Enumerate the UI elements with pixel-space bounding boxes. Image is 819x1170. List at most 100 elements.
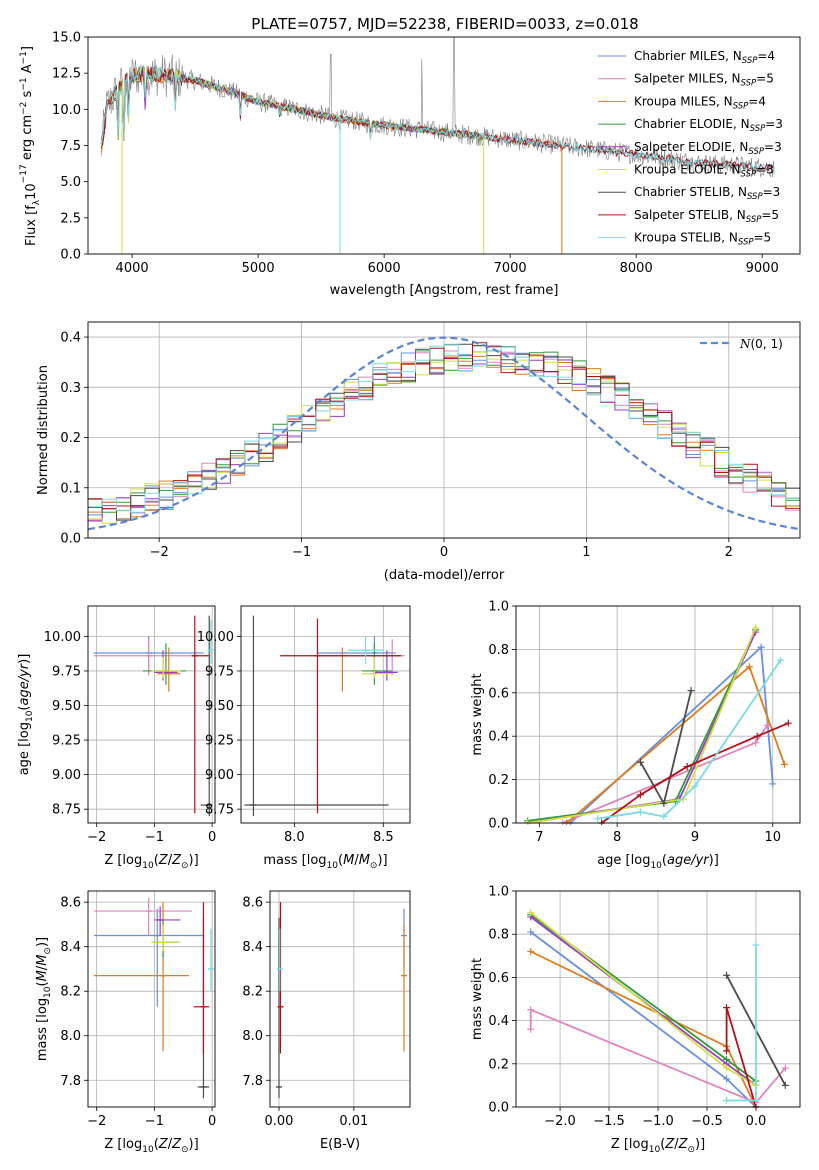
y-tick-label: 15.0 xyxy=(52,31,81,46)
model-spectrum xyxy=(100,67,483,146)
y-tick-label: 8.4 xyxy=(242,940,263,955)
z-age-points xyxy=(93,615,214,817)
x-tick-label: 10 xyxy=(764,830,781,845)
model-spectrum xyxy=(100,64,775,172)
y-tick-label: 0.0 xyxy=(60,532,81,547)
plus-marker xyxy=(777,656,785,664)
y-tick-label: 8.4 xyxy=(60,940,81,955)
x-tick-label: −1 xyxy=(292,545,311,560)
plus-marker xyxy=(660,799,668,807)
plus-marker xyxy=(527,909,535,917)
weight-series xyxy=(529,1008,786,1104)
plus-marker xyxy=(636,758,644,766)
y-tick-label: 5.0 xyxy=(60,175,81,190)
plus-marker xyxy=(723,971,731,979)
x-tick-label: 9 xyxy=(691,830,699,845)
y-tick-label: 1.0 xyxy=(488,600,509,615)
y-tick-label: 9.25 xyxy=(205,734,234,749)
x-tick-label: 0.00 xyxy=(265,1114,294,1129)
y-tick-label: 0.2 xyxy=(488,1057,509,1072)
plus-marker xyxy=(752,739,760,747)
x-tick-label: 7000 xyxy=(494,261,527,276)
x-tick-label: 0.0 xyxy=(746,1114,767,1129)
plus-marker xyxy=(527,947,535,955)
plus-marker xyxy=(723,1097,731,1105)
y-tick-label: 8.2 xyxy=(60,985,81,1000)
x-tick-label: −0.5 xyxy=(691,1114,723,1129)
y-axis-label: Normed distribution xyxy=(36,365,51,495)
legend-label: Salpeter STELIB, NSSP=5 xyxy=(634,208,779,225)
axes-frame xyxy=(87,321,801,539)
y-tick-label: 8.0 xyxy=(242,1029,263,1044)
plus-marker xyxy=(594,815,602,823)
x-axis-label: Z [log10(Z/Z⊙)] xyxy=(611,1137,705,1155)
x-tick-label: 1 xyxy=(582,545,590,560)
mass-age-points xyxy=(244,615,405,817)
plus-marker xyxy=(687,687,695,695)
ebv-mass-points xyxy=(275,902,408,1099)
normal-curve xyxy=(88,336,800,531)
x-axis-label: (data-model)/error xyxy=(384,568,505,583)
axes-frame xyxy=(240,605,411,824)
plus-marker xyxy=(723,1075,731,1083)
x-tick-label: 2 xyxy=(725,545,733,560)
plus-marker xyxy=(636,791,644,799)
y-tick-label: 0.2 xyxy=(60,431,81,446)
residual-histograms xyxy=(88,336,800,531)
legend-label: Chabrier MILES, NSSP=4 xyxy=(634,49,775,66)
x-tick-label: 8.5 xyxy=(373,830,394,845)
x-axis-label: age [log10(age/yr)] xyxy=(597,853,719,871)
y-tick-label: 0.4 xyxy=(488,730,509,745)
y-tick-label: 0.0 xyxy=(488,1101,509,1116)
x-tick-label: −2.0 xyxy=(544,1114,576,1129)
plus-marker xyxy=(723,1064,731,1072)
axes-frame xyxy=(87,605,216,824)
x-axis-label: E(B-V) xyxy=(320,1137,360,1152)
z-age-axes: −2 −1 0 8.75 9.00 9.25 9.50 9.75 10.00 xyxy=(44,606,216,845)
mass-age-axes: 8.0 8.5 8.75 9.00 9.25 9.50 9.75 10.00 xyxy=(197,606,410,845)
y-tick-label: 8.0 xyxy=(60,1029,81,1044)
y-tick-label: 8.75 xyxy=(52,803,81,818)
y-tick-label: 0.8 xyxy=(488,928,509,943)
y-tick-label: 1.0 xyxy=(488,885,509,900)
y-tick-label: 0.6 xyxy=(488,971,509,986)
y-tick-label: 8.6 xyxy=(242,896,263,911)
legend-label: Kroupa ELODIE, NSSP=3 xyxy=(634,163,774,180)
y-tick-label: 12.5 xyxy=(52,67,81,82)
y-tick-label: 0.0 xyxy=(60,248,81,263)
x-tick-label: 8000 xyxy=(620,261,653,276)
plus-marker xyxy=(752,941,760,949)
y-tick-label: 9.75 xyxy=(205,664,234,679)
x-axis-label: mass [log10(M/M⊙)] xyxy=(263,853,387,871)
z-mass-points xyxy=(93,897,214,1099)
y-tick-label: 7.8 xyxy=(242,1074,263,1089)
x-axis-label: Z [log10(Z/Z⊙)] xyxy=(104,853,198,871)
plus-marker xyxy=(527,928,535,936)
x-tick-label: −1.5 xyxy=(593,1114,625,1129)
plus-marker xyxy=(723,1004,731,1012)
plus-marker xyxy=(753,732,761,740)
plus-marker xyxy=(757,643,765,651)
x-tick-label: −1.0 xyxy=(642,1114,674,1129)
histogram-step xyxy=(88,343,800,521)
y-tick-label: 9.00 xyxy=(52,768,81,783)
y-tick-label: 10.00 xyxy=(197,630,234,645)
plus-marker xyxy=(781,1081,789,1089)
legend-label: Salpeter MILES, NSSP=5 xyxy=(634,72,774,89)
y-tick-label: 7.5 xyxy=(60,139,81,154)
plus-marker xyxy=(683,763,691,771)
y-axis-label: mass weight xyxy=(470,958,485,1040)
y-tick-label: 8.2 xyxy=(242,985,263,1000)
y-tick-label: 2.5 xyxy=(60,211,81,226)
plus-marker xyxy=(781,1064,789,1072)
plus-marker xyxy=(784,719,792,727)
age-weight-series xyxy=(524,624,792,825)
plus-marker xyxy=(723,1047,731,1055)
x-tick-label: −1 xyxy=(145,1114,164,1129)
x-tick-label: 8 xyxy=(613,830,621,845)
x-tick-label: 9000 xyxy=(746,261,779,276)
x-tick-label: 0 xyxy=(208,1114,216,1129)
plus-marker xyxy=(691,782,699,790)
plus-marker xyxy=(527,1006,535,1014)
